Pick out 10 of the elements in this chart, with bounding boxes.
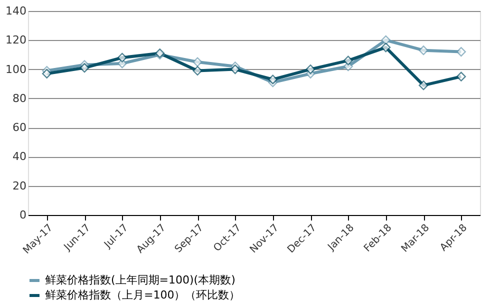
y-tick-label: 140 xyxy=(6,4,26,18)
y-tick-label: 100 xyxy=(6,62,26,76)
y-tick-label: 120 xyxy=(6,34,26,47)
y-tick-label: 40 xyxy=(12,150,26,164)
y-tick-label: 0 xyxy=(20,208,26,222)
y-tick-label: 60 xyxy=(12,121,26,134)
legend-label: 鲜菜价格指数（上月=100）（环比数） xyxy=(45,288,240,302)
y-tick-label: 20 xyxy=(12,179,26,192)
legend-label: 鲜菜价格指数(上年同期=100)(本期数) xyxy=(45,274,236,286)
y-tick-label: 80 xyxy=(12,92,26,105)
